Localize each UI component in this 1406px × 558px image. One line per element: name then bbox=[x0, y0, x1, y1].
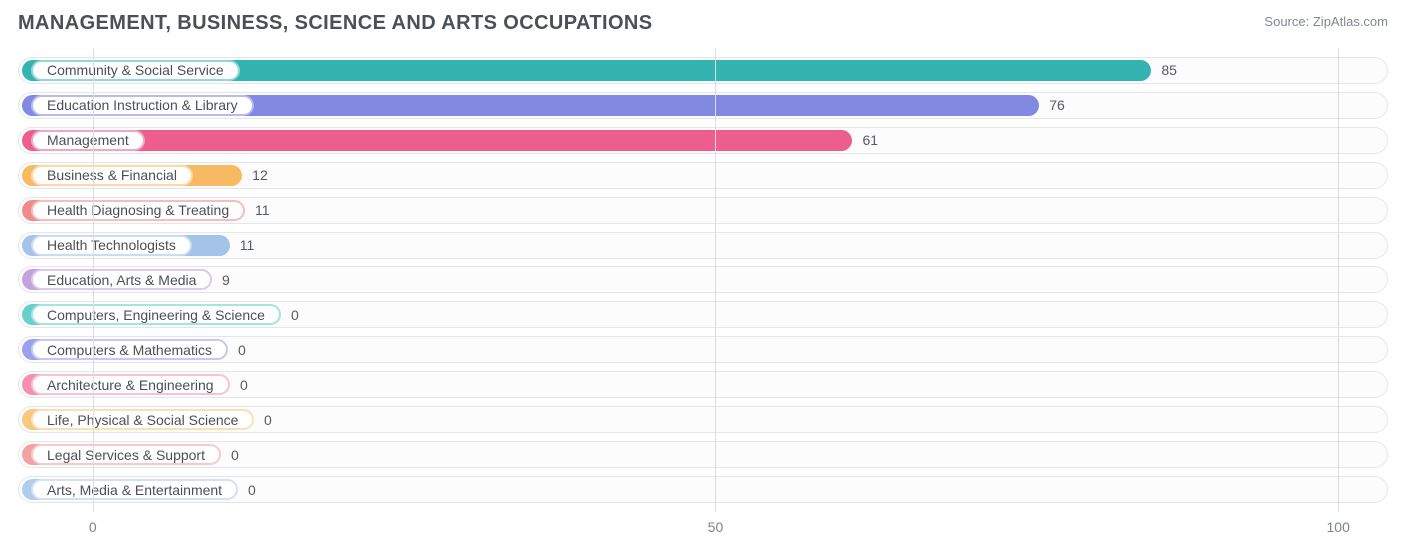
bar-value: 12 bbox=[242, 162, 268, 189]
gridline bbox=[1338, 49, 1339, 511]
category-pill: Business & Financial bbox=[31, 165, 193, 186]
bar-row: Education Instruction & Library 76 bbox=[18, 92, 1388, 119]
category-pill: Management bbox=[31, 130, 145, 151]
bar-row: Management 61 bbox=[18, 127, 1388, 154]
header: MANAGEMENT, BUSINESS, SCIENCE AND ARTS O… bbox=[18, 12, 1388, 35]
bar-row: Arts, Media & Entertainment0 bbox=[18, 476, 1388, 503]
bar-value: 0 bbox=[254, 406, 272, 433]
category-pill: Computers, Engineering & Science bbox=[31, 304, 281, 325]
x-tick: 50 bbox=[708, 519, 724, 535]
chart-container: MANAGEMENT, BUSINESS, SCIENCE AND ARTS O… bbox=[0, 0, 1406, 558]
gridline bbox=[93, 49, 94, 511]
bar-value: 85 bbox=[1151, 57, 1177, 84]
bar-list: Community & Social Service 85 Education In… bbox=[18, 49, 1388, 511]
source-site: ZipAtlas.com bbox=[1313, 14, 1388, 29]
gridline bbox=[715, 49, 716, 511]
bar-value: 9 bbox=[212, 266, 230, 293]
bar-row: Health Technologists 11 bbox=[18, 232, 1388, 259]
category-pill: Health Diagnosing & Treating bbox=[31, 200, 245, 221]
x-tick: 100 bbox=[1326, 519, 1349, 535]
bar-value: 76 bbox=[1039, 92, 1065, 119]
category-pill: Life, Physical & Social Science bbox=[31, 409, 254, 430]
bar-value: 61 bbox=[852, 127, 878, 154]
plot-region: Community & Social Service 85 Education In… bbox=[18, 49, 1388, 511]
bar-value: 0 bbox=[281, 301, 299, 328]
category-pill: Health Technologists bbox=[31, 235, 192, 256]
x-axis: 0 50 100 bbox=[18, 517, 1388, 541]
bar-row: Business & Financial 12 bbox=[18, 162, 1388, 189]
bar-row: Education, Arts & Media9 bbox=[18, 266, 1388, 293]
bar-row: Life, Physical & Social Science0 bbox=[18, 406, 1388, 433]
category-pill: Education Instruction & Library bbox=[31, 95, 254, 116]
chart-area: Community & Social Service 85 Education In… bbox=[18, 49, 1388, 541]
bar-row: Computers & Mathematics0 bbox=[18, 336, 1388, 363]
x-tick: 0 bbox=[89, 519, 97, 535]
source-attribution: Source: ZipAtlas.com bbox=[1264, 14, 1388, 29]
category-pill: Community & Social Service bbox=[31, 60, 240, 81]
bar-value: 0 bbox=[221, 441, 239, 468]
bar-row: Community & Social Service 85 bbox=[18, 57, 1388, 84]
source-label: Source: bbox=[1264, 14, 1309, 29]
bar-row: Legal Services & Support0 bbox=[18, 441, 1388, 468]
bar-row: Architecture & Engineering0 bbox=[18, 371, 1388, 398]
category-pill: Arts, Media & Entertainment bbox=[31, 479, 238, 500]
bar-value: 0 bbox=[228, 336, 246, 363]
bar-fill bbox=[22, 130, 852, 151]
category-pill: Legal Services & Support bbox=[31, 444, 221, 465]
category-pill: Education, Arts & Media bbox=[31, 269, 212, 290]
category-pill: Computers & Mathematics bbox=[31, 339, 228, 360]
bar-value: 0 bbox=[238, 476, 256, 503]
bar-row: Health Diagnosing & Treating11 bbox=[18, 197, 1388, 224]
category-pill: Architecture & Engineering bbox=[31, 374, 230, 395]
bar-value: 11 bbox=[230, 232, 255, 259]
bar-row: Computers, Engineering & Science0 bbox=[18, 301, 1388, 328]
bar-value: 11 bbox=[245, 197, 270, 224]
bar-value: 0 bbox=[230, 371, 248, 398]
chart-title: MANAGEMENT, BUSINESS, SCIENCE AND ARTS O… bbox=[18, 12, 652, 35]
